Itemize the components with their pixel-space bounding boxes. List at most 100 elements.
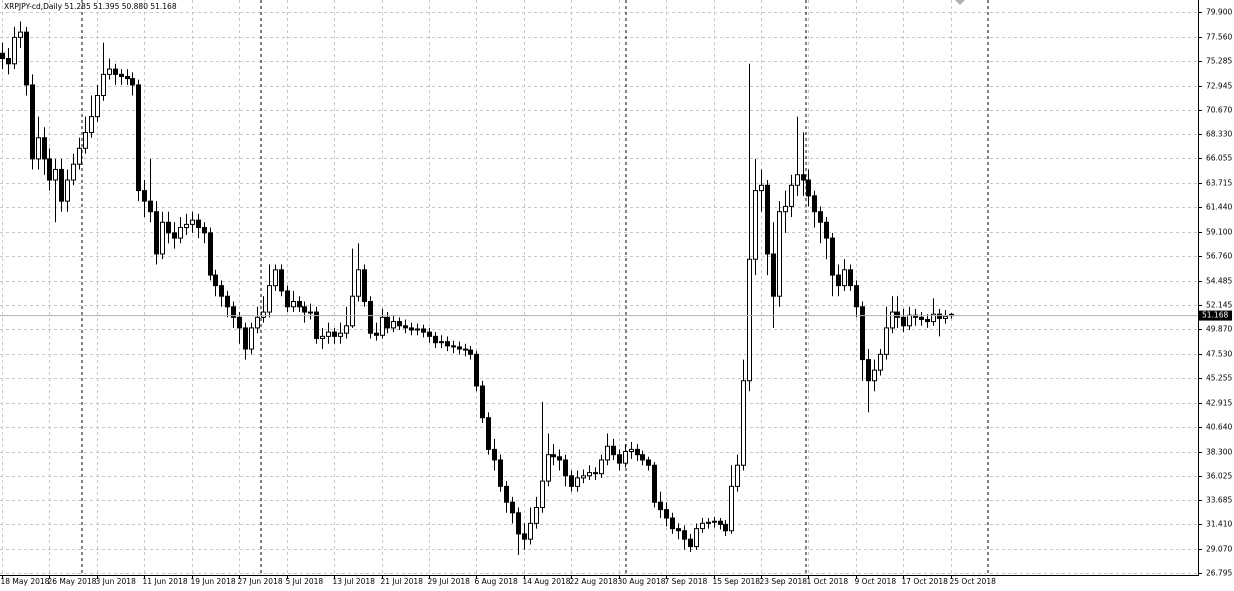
candle-body bbox=[213, 274, 218, 287]
candle-body bbox=[302, 306, 307, 313]
candle-body bbox=[36, 137, 41, 160]
candle-body bbox=[18, 31, 23, 38]
grid bbox=[0, 0, 1198, 575]
y-tick-label: 68.330 bbox=[1206, 130, 1232, 139]
candle-body bbox=[907, 314, 912, 327]
y-tick-label: 33.685 bbox=[1206, 496, 1232, 505]
y-tick-label: 75.285 bbox=[1206, 57, 1232, 66]
candle-body bbox=[522, 533, 527, 540]
chart-title: XRPJPY-cd,Daily 51.285 51.395 50.880 51.… bbox=[4, 2, 177, 11]
candle-body bbox=[878, 353, 883, 371]
x-tick-label: 19 Jun 2018 bbox=[191, 577, 236, 586]
x-tick-label: 14 Aug 2018 bbox=[523, 577, 571, 586]
candle-body bbox=[860, 306, 865, 361]
x-tick-label: 29 Jul 2018 bbox=[428, 577, 471, 586]
candle-body bbox=[700, 522, 705, 530]
candle-body bbox=[421, 328, 426, 333]
candle-body bbox=[362, 269, 367, 302]
candle-body bbox=[409, 327, 414, 331]
x-tick-label: 25 Oct 2018 bbox=[950, 577, 997, 586]
candle-body bbox=[735, 464, 740, 487]
candle-body bbox=[142, 190, 147, 202]
candle-body bbox=[291, 300, 296, 308]
candle-body bbox=[332, 331, 337, 337]
y-tick-label: 38.300 bbox=[1206, 448, 1232, 457]
candle-body bbox=[771, 253, 776, 297]
y-tick-label: 26.795 bbox=[1206, 569, 1232, 578]
candles bbox=[0, 21, 1198, 556]
y-tick-label: 66.055 bbox=[1206, 154, 1232, 163]
candle-body bbox=[0, 52, 5, 60]
candle-body bbox=[635, 448, 640, 456]
candle-body bbox=[107, 68, 112, 75]
candle-body bbox=[166, 221, 171, 234]
x-tick-label: 17 Oct 2018 bbox=[902, 577, 949, 586]
candle-body bbox=[540, 480, 545, 508]
x-tick-label: 7 Sep 2018 bbox=[665, 577, 708, 586]
candle-body bbox=[937, 313, 942, 319]
candle-body bbox=[148, 200, 153, 213]
candle-body bbox=[611, 445, 616, 456]
candle-body bbox=[397, 321, 402, 327]
candle-body bbox=[474, 353, 479, 387]
candle-body bbox=[498, 459, 503, 487]
candle-body bbox=[457, 346, 462, 350]
candle-body bbox=[824, 221, 829, 239]
y-tick-label: 47.530 bbox=[1206, 350, 1232, 359]
candle-body bbox=[765, 184, 770, 255]
candle-body bbox=[308, 311, 313, 314]
candle-body bbox=[24, 31, 29, 86]
x-tick-label: 27 Jun 2018 bbox=[238, 577, 283, 586]
x-tick-label: 23 Sep 2018 bbox=[760, 577, 808, 586]
candle-body bbox=[664, 509, 669, 519]
y-tick-label: 49.870 bbox=[1206, 325, 1232, 334]
candle-body bbox=[688, 538, 693, 548]
candle-body bbox=[925, 318, 930, 323]
candle-body bbox=[314, 311, 319, 339]
candle-body bbox=[516, 512, 521, 535]
candle-body bbox=[895, 311, 900, 318]
candle-body bbox=[587, 472, 592, 477]
candle-body bbox=[801, 174, 806, 181]
candle-body bbox=[237, 316, 242, 329]
candle-body bbox=[806, 179, 811, 197]
candle-body bbox=[77, 147, 82, 165]
candle-body bbox=[931, 313, 936, 323]
candle-body bbox=[658, 501, 663, 511]
candle-body bbox=[208, 232, 213, 276]
price-label: 51.168 bbox=[1202, 311, 1228, 320]
candle-body bbox=[65, 179, 70, 202]
y-tick-label: 40.640 bbox=[1206, 423, 1232, 432]
candle-body bbox=[196, 219, 201, 229]
candle-body bbox=[261, 311, 266, 318]
candle-body bbox=[670, 517, 675, 530]
candle-body bbox=[225, 295, 230, 308]
y-tick-label: 29.070 bbox=[1206, 545, 1232, 554]
candle-body bbox=[154, 211, 159, 255]
candle-body bbox=[842, 269, 847, 287]
candle-body bbox=[546, 454, 551, 482]
candle-body bbox=[866, 359, 871, 382]
candle-body bbox=[172, 232, 177, 239]
candle-body bbox=[629, 448, 634, 453]
candle-body bbox=[557, 456, 562, 461]
candle-body bbox=[113, 68, 118, 75]
candle-body bbox=[623, 451, 628, 464]
candle-body bbox=[320, 335, 325, 339]
candle-body bbox=[6, 58, 11, 65]
candle-body bbox=[190, 219, 195, 225]
candle-body bbox=[249, 327, 254, 350]
candle-body bbox=[534, 506, 539, 524]
candle-body bbox=[830, 237, 835, 276]
candle-body bbox=[872, 369, 877, 382]
candle-body bbox=[468, 349, 473, 355]
candle-body bbox=[848, 269, 853, 287]
x-tick-label: 21 Jul 2018 bbox=[381, 577, 424, 586]
candle-body bbox=[854, 285, 859, 308]
y-tick-label: 36.025 bbox=[1206, 472, 1232, 481]
candle-body bbox=[901, 316, 906, 327]
x-tick-label: 9 Oct 2018 bbox=[855, 577, 897, 586]
candle-body bbox=[350, 295, 355, 327]
y-tick-label: 45.255 bbox=[1206, 374, 1232, 383]
